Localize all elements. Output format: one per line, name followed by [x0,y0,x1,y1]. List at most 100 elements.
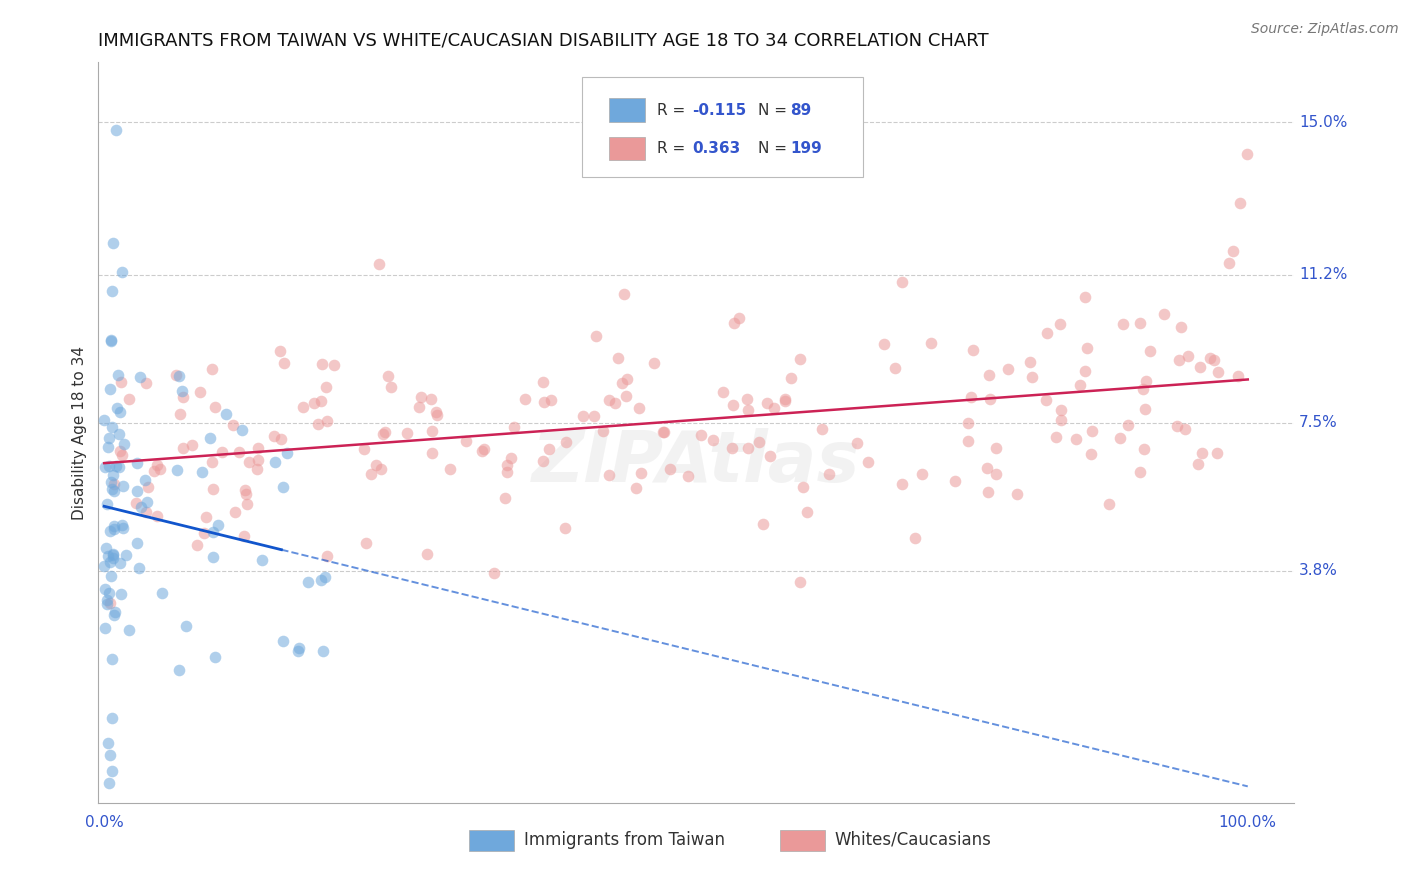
Text: 7.5%: 7.5% [1299,415,1339,430]
Point [142,464,165,478]
Point [100,420,122,434]
Point [1199,351,1222,365]
Point [614,389,637,403]
Point [984,467,1007,481]
Point [269,343,291,358]
Point [271,633,294,648]
Point [231,423,253,437]
Point [1035,393,1057,408]
Point [101,550,124,565]
Point [311,357,333,371]
Point [598,392,620,407]
Point [233,529,256,543]
Point [735,392,758,406]
Point [957,417,980,431]
Point [1081,425,1104,439]
Point [474,442,496,456]
Point [125,496,148,510]
Point [201,455,224,469]
Point [1236,147,1258,161]
Point [103,483,125,498]
Point [1050,403,1073,417]
Point [314,570,336,584]
Point [250,553,273,567]
Point [751,517,773,532]
Point [1191,446,1213,460]
Point [103,519,125,533]
Point [238,455,260,469]
Point [630,466,652,480]
Point [748,434,770,449]
Point [103,235,125,250]
Point [98,458,121,473]
Point [513,392,536,406]
Point [374,425,396,440]
Point [172,441,194,455]
Point [1202,353,1225,368]
Point [367,257,389,271]
Point [125,535,148,549]
Point [103,607,125,622]
Point [193,525,215,540]
Point [540,392,562,407]
Point [94,460,117,475]
Point [195,509,218,524]
Point [198,431,221,445]
Text: Immigrants from Taiwan: Immigrants from Taiwan [524,830,725,849]
Point [211,445,233,459]
Text: N =: N = [758,103,792,118]
Point [1098,497,1121,511]
Point [165,368,187,382]
Point [920,335,942,350]
Point [111,265,134,279]
Point [499,450,522,465]
Point [246,453,269,467]
Point [984,441,1007,455]
Point [191,465,214,479]
Point [606,351,628,365]
Point [246,441,269,455]
Point [957,434,980,448]
Point [316,414,339,428]
Point [104,605,127,619]
Point [643,356,665,370]
Point [146,458,169,472]
Point [94,541,117,555]
Point [1133,401,1156,416]
Point [307,417,329,431]
Point [353,442,375,457]
Point [652,425,675,440]
Text: 0.0%: 0.0% [84,814,124,830]
Point [959,390,981,404]
Point [100,652,122,666]
Point [721,441,744,455]
Text: R =: R = [657,141,690,156]
Point [207,517,229,532]
Point [1167,353,1189,368]
Point [1188,360,1211,375]
Point [454,434,477,448]
Point [503,420,526,434]
Point [1166,419,1188,434]
Point [112,479,135,493]
Point [818,467,841,482]
Point [997,362,1019,376]
Point [598,468,620,483]
Text: 89: 89 [790,103,811,118]
Point [101,764,124,778]
Point [263,429,285,443]
Point [100,555,122,569]
Point [186,538,208,552]
Point [201,361,224,376]
Point [110,586,132,600]
Point [1222,244,1244,258]
Point [104,123,127,137]
Point [201,525,224,540]
Point [873,337,896,351]
Point [287,644,309,658]
Point [107,368,129,383]
Text: 0.363: 0.363 [692,141,741,156]
Point [264,455,287,469]
Point [1174,422,1197,436]
Point [167,663,190,677]
